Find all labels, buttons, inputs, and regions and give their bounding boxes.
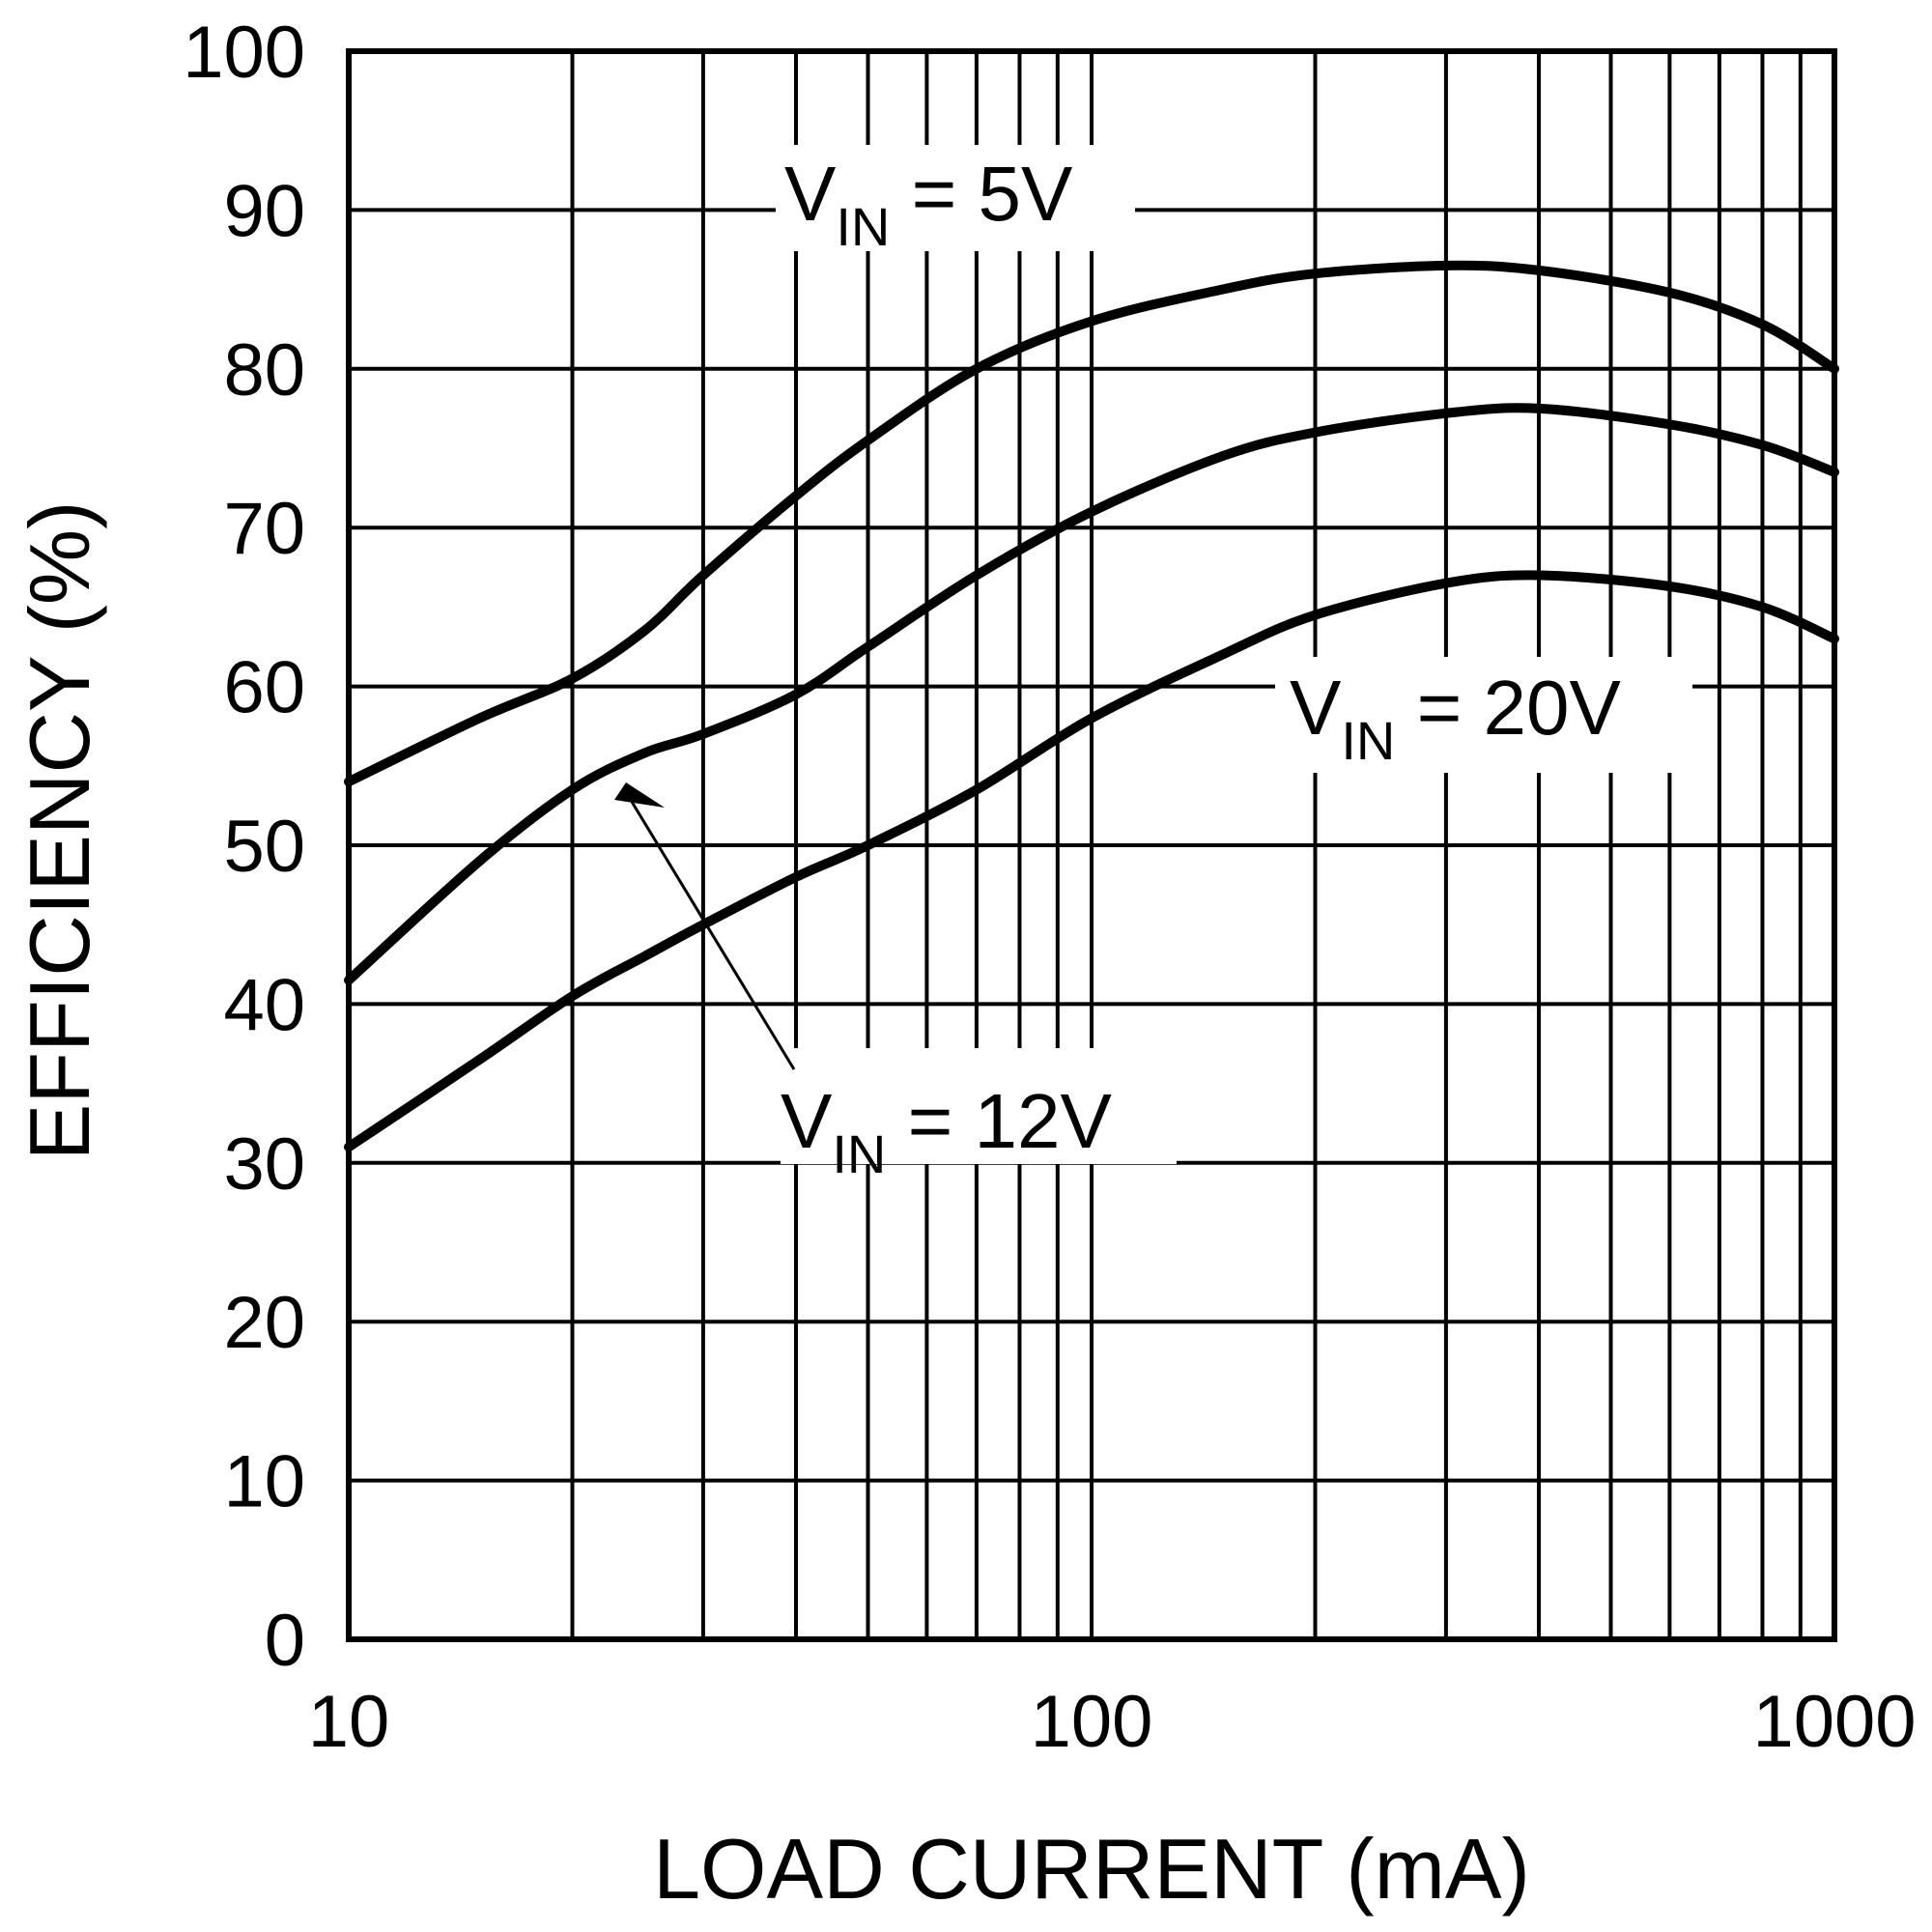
x-axis-title: LOAD CURRENT (mA) (653, 1821, 1530, 1917)
x-tick-label: 1000 (1752, 1681, 1916, 1763)
annotation-arrow-line (624, 791, 796, 1070)
label-bg-20v (1275, 657, 1692, 773)
series-line-vin-5v (344, 260, 1839, 787)
y-tick-label: 40 (223, 964, 305, 1046)
label-bg-12v (781, 1048, 1177, 1164)
annotation-vin-5v-sub: IN (836, 196, 890, 257)
annotation-vin-12v: VIN = 12V (781, 1078, 1113, 1184)
label-bg-5v (776, 145, 1135, 251)
y-tick-labels: 0 10 20 30 40 50 60 70 80 90 100 (183, 12, 305, 1682)
annotation-vin-20v-sub: IN (1341, 710, 1395, 771)
annotation-vin-12v-rest: = 12V (886, 1078, 1112, 1164)
y-axis-title: EFFICIENCY (%) (12, 501, 107, 1161)
annotation-vin-20v: VIN = 20V (1290, 665, 1622, 771)
plot-frame (346, 48, 1837, 1642)
y-tick-label: 20 (223, 1282, 305, 1364)
annotation-vin-12v-sub: IN (832, 1123, 886, 1184)
y-tick-label: 50 (223, 806, 305, 888)
y-tick-label: 90 (223, 170, 305, 252)
y-tick-label: 0 (265, 1600, 305, 1682)
y-tick-label: 80 (223, 329, 305, 412)
annotation-vin-5v-rest: = 5V (890, 151, 1073, 237)
x-tick-label: 100 (1031, 1681, 1153, 1763)
annotation-vin-5v-main: V (784, 151, 837, 237)
annotation-vin-20v-main: V (1290, 665, 1342, 751)
y-tick-label: 10 (223, 1441, 305, 1523)
annotation-vin-20v-rest: = 20V (1395, 665, 1621, 751)
y-tick-label: 30 (223, 1123, 305, 1206)
series-line-vin-12v (344, 403, 1839, 985)
series-line-vin-20v (344, 570, 1839, 1152)
annotation-vin-12v-main: V (781, 1078, 833, 1164)
y-tick-label: 60 (223, 647, 305, 729)
annotation-arrowhead (614, 782, 665, 808)
annotation-vin-5v: VIN = 5V (784, 151, 1073, 257)
data-curves (344, 260, 1839, 1152)
x-tick-label: 10 (308, 1681, 390, 1763)
x-tick-labels: 10 100 1000 (308, 1681, 1917, 1763)
y-tick-label: 70 (223, 488, 305, 570)
y-tick-label: 100 (183, 12, 305, 94)
